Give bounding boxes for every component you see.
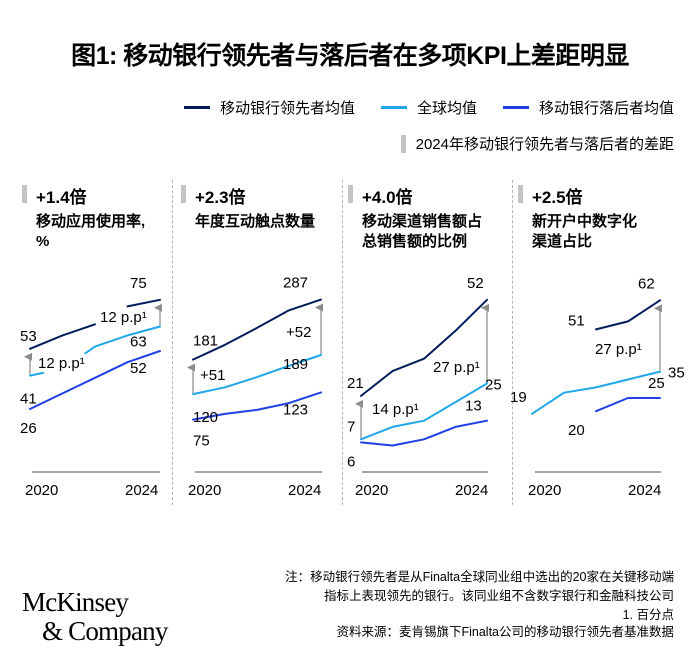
series-line-leader <box>595 299 661 331</box>
data-label-leader-start: 53 <box>20 328 37 345</box>
panel-3-subtitle-line: 总销售额的比例 <box>362 233 468 250</box>
panel-4-multiplier: +2.5倍 <box>532 188 583 207</box>
gap-label-2020: 14 p.p¹ <box>372 401 419 418</box>
legend-label-laggard: 移动银行落后者均值 <box>538 100 674 117</box>
x-tick-label: 2020 <box>528 482 562 499</box>
gap-marker <box>348 185 353 203</box>
series-line-global <box>531 370 661 415</box>
gap-label-2024: +52 <box>286 324 311 341</box>
panel-4-subtitle-line: 渠道占比 <box>532 233 593 250</box>
panel-3-subtitle: 移动渠道销售额占 总销售额的比例 <box>362 212 482 252</box>
mckinsey-logo: McKinsey & Company <box>22 588 168 646</box>
legend-swatch-global <box>380 106 407 109</box>
note-line: 1. 百分点 <box>622 608 674 622</box>
footnote-note: 注：移动银行领先者是从Finalta全球同业组中选出的20家在关键移动端 指标上… <box>285 568 674 625</box>
series-line-leader <box>360 298 488 397</box>
panel-4-subtitle: 新开户中数字化 渠道占比 <box>532 212 637 252</box>
data-label-leader-start: 21 <box>347 375 364 392</box>
data-label-leader-start: 51 <box>568 312 585 329</box>
series-line-leader <box>126 298 161 308</box>
legend-gap: 2024年移动银行领先者与落后者的差距 <box>400 133 674 154</box>
data-label-global-2024: 25 <box>485 377 502 394</box>
legend: 移动银行领先者均值 全球均值 移动银行落后者均值 <box>158 97 674 118</box>
gap-marker <box>22 185 27 203</box>
x-tick-label: 2020 <box>355 482 389 499</box>
footnote-source: 资料来源：麦肯锡旗下Finalta公司的移动银行领先者基准数据 <box>336 623 674 642</box>
data-label-global-start: 120 <box>193 409 218 426</box>
panel-1-subtitle-line: % <box>36 233 50 250</box>
chart-title: 图1: 移动银行领先者与落后者在多项KPI上差距明显 <box>71 42 629 70</box>
series-line-laggard <box>595 397 661 413</box>
data-label-laggard-2024: 13 <box>465 398 482 415</box>
note-line: 注：移动银行领先者是从Finalta全球同业组中选出的20家在关键移动端 <box>285 570 674 584</box>
panel-1-subtitle-line: 移动应用使用率, <box>36 213 146 230</box>
data-label-leader-2024: 75 <box>130 275 147 292</box>
legend-item-laggard: 移动银行落后者均值 <box>502 97 674 118</box>
logo-line-2: & Company <box>42 616 168 646</box>
data-label-global-2024: 189 <box>283 356 308 373</box>
series-line-global <box>360 382 488 441</box>
legend-gap-swatch <box>400 134 406 153</box>
data-label-global-start: 7 <box>347 418 355 435</box>
data-label-laggard-start: 75 <box>193 433 210 450</box>
panel-1-subtitle: 移动应用使用率, % <box>36 212 145 252</box>
data-label-laggard-start: 6 <box>347 453 355 470</box>
panel-3-subtitle-line: 移动渠道销售额占 <box>362 213 483 230</box>
series-line-laggard <box>360 419 488 447</box>
data-label-laggard-2024: 123 <box>283 401 308 418</box>
data-label-leader-start: 181 <box>193 333 218 350</box>
gap-marker <box>518 185 523 203</box>
gap-marker <box>181 185 186 203</box>
legend-swatch-leader <box>183 106 210 109</box>
x-tick-label: 2024 <box>288 482 322 499</box>
panel-4-subtitle-line: 新开户中数字化 <box>532 213 638 230</box>
data-label-leader-2024: 52 <box>467 275 484 292</box>
data-label-global-2024: 35 <box>668 365 685 382</box>
legend-item-leader: 移动银行领先者均值 <box>183 97 355 118</box>
note-line: 指标上表现领先的银行。该同业组不含数字银行和金融科技公司 <box>323 589 674 603</box>
data-label-laggard-2024: 52 <box>130 360 147 377</box>
gap-label-backing <box>98 309 149 326</box>
panel-2-subtitle-line: 年度互动触点数量 <box>195 213 316 230</box>
series-line-global <box>29 371 44 377</box>
panel-divider <box>172 180 173 505</box>
series-line-laggard <box>29 350 161 410</box>
series-line-leader <box>29 323 96 350</box>
logo-line-1: McKinsey <box>22 587 129 617</box>
series-line-leader <box>192 298 322 361</box>
data-label-global-2024: 63 <box>130 334 147 351</box>
legend-label-leader: 移动银行领先者均值 <box>219 100 355 117</box>
panel-2-subtitle: 年度互动触点数量 <box>195 212 315 232</box>
gap-label-2024: 27 p.p¹ <box>595 341 642 358</box>
panel-divider <box>342 180 343 505</box>
legend-swatch-laggard <box>502 106 529 109</box>
series-line-global <box>84 325 161 355</box>
x-tick-label: 2020 <box>25 482 59 499</box>
panel-1-multiplier: +1.4倍 <box>36 188 87 207</box>
data-label-laggard-2024: 25 <box>648 375 665 392</box>
data-label-laggard-start: 20 <box>568 422 585 439</box>
gap-label-2024: 12 p.p¹ <box>100 309 147 326</box>
panel-divider <box>512 180 513 505</box>
gap-label-2024: 27 p.p¹ <box>433 359 480 376</box>
gap-label-2020: +51 <box>200 367 225 384</box>
data-label-leader-2024: 62 <box>638 275 655 292</box>
series-line-global <box>192 354 322 396</box>
x-tick-label: 2020 <box>188 482 222 499</box>
data-label-laggard-start: 26 <box>20 420 37 437</box>
x-tick-label: 2024 <box>455 482 489 499</box>
source-line: 资料来源：麦肯锡旗下Finalta公司的移动银行领先者基准数据 <box>336 625 674 639</box>
panel-3-multiplier: +4.0倍 <box>362 188 413 207</box>
x-tick-label: 2024 <box>125 482 159 499</box>
data-label-global-start: 41 <box>20 391 37 408</box>
legend-label-global: 全球均值 <box>416 100 477 117</box>
series-line-laggard <box>192 391 322 421</box>
data-label-leader-2024: 287 <box>283 275 308 292</box>
panel-2-multiplier: +2.3倍 <box>195 188 246 207</box>
x-tick-label: 2024 <box>628 482 662 499</box>
legend-item-global: 全球均值 <box>380 97 477 118</box>
gap-label-2020: 12 p.p¹ <box>38 355 85 372</box>
legend-gap-label: 2024年移动银行领先者与落后者的差距 <box>415 136 674 153</box>
